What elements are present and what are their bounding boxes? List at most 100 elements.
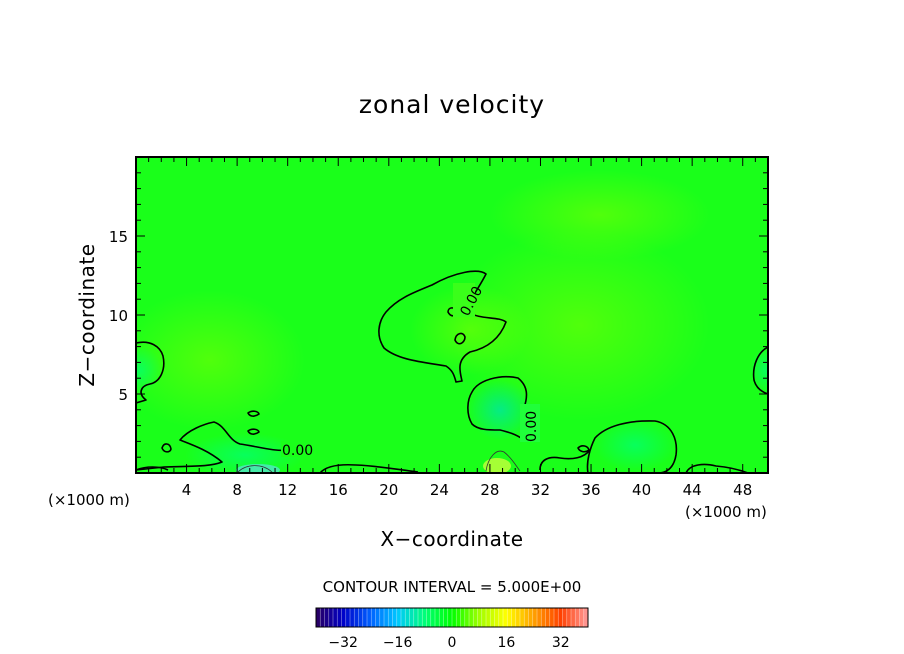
x-unit-right: (×1000 m) [685,503,767,521]
colorbar-cell [316,608,321,627]
contour-label-2-box [453,283,475,317]
colorbar [315,607,589,628]
colorbar-cell [371,608,376,627]
field-max-west [136,290,305,430]
contour-labels: 0.00 0.00 0.00 [281,283,540,459]
colorbar-cell [486,608,491,627]
colorbar-cell [490,608,495,627]
x-tick-label: 20 [379,481,398,499]
contour-label-1-box [281,441,323,457]
field-min-east [595,419,675,471]
y-tick-label: 15 [109,228,128,246]
colorbar-cell [341,608,347,627]
colorbar-cell [405,608,410,627]
colorbar-cell [435,608,440,627]
colorbar-frame [315,607,589,628]
x-tick-label: 28 [480,481,499,499]
colorbar-cell [452,608,457,627]
colorbar-cell [418,608,423,627]
y-axis-ticks: 5 10 15 [109,172,768,458]
colorbar-cell [541,608,546,627]
contour-west-edge [136,341,165,404]
colorbar-tick-label: −16 [383,635,413,651]
colorbar-cell [545,608,551,627]
colorbar-cell [503,608,508,627]
colorbar-cell [537,608,542,627]
colorbar-tick-label: 16 [497,635,515,651]
field-min-surface-cyan [236,464,280,473]
colorbar-cell [520,608,525,627]
colorbar-cell [328,608,334,627]
colorbar-cell [528,608,534,627]
colorbar-cell [379,608,385,627]
colorbar-cell [456,608,461,627]
x-tick-label: 4 [182,481,192,499]
colorbar-cell [464,608,470,627]
y-axis-title: Z−coordinate [75,243,99,386]
x-tick-label: 16 [329,481,348,499]
colorbar-cell [554,608,559,627]
field-min-center [468,380,532,440]
contour-label-1: 0.00 [282,443,313,459]
colorbar-cell [324,608,330,627]
contour-small-loop-3 [161,443,172,453]
colorbar-cell [396,608,402,627]
colorbar-cell [477,608,483,627]
colorbar-cell [558,608,563,627]
contour-label-3-box [520,404,540,442]
colorbar-cell [358,608,364,627]
colorbar-cell [354,608,359,627]
colorbar-tick-label: 32 [552,635,570,651]
colorbar-cell [443,608,449,627]
colorbar-cell [524,608,529,627]
colorbar-cell [532,608,538,627]
contour-surface-east [539,449,591,471]
x-tick-label: 8 [232,481,242,499]
x-tick-label: 44 [683,481,702,499]
colorbar-cell [549,608,555,627]
contour-small-loop-2 [454,332,466,345]
contour-label-3: 0.00 [524,411,540,442]
x-unit-left: (×1000 m) [48,491,130,509]
contour-interval-text: CONTOUR INTERVAL = 5.000E+00 [323,578,582,596]
colorbar-cell [481,608,487,627]
colorbar-cell [575,608,580,627]
contour-east-blob [586,420,678,473]
colorbar-tick-label: 0 [448,635,457,651]
colorbar-tick-labels: −32 −16 0 16 32 [328,635,569,651]
colorbar-cell [426,608,432,627]
contour-small-loop-5 [247,428,260,435]
field-max-center [410,285,530,375]
chart-title: zonal velocity [359,90,545,119]
contour-east-edge [752,346,768,395]
y-tick-label: 10 [109,307,128,325]
contour-surface-thin-2 [237,465,273,473]
x-axis-title: X−coordinate [380,527,523,551]
colorbar-cell [439,608,444,627]
colorbar-cell [515,608,521,627]
colorbar-cell [469,608,474,627]
contour-west-bottom [136,421,291,471]
field-min-east-edge [750,348,768,392]
colorbar-cell [413,608,419,627]
contour-surface-west [136,466,169,471]
colorbar-cell [422,608,427,627]
contour-small-loop-4 [247,410,260,417]
colorbar-cell [494,608,500,627]
colorbar-cell [430,608,436,627]
x-axis-ticks: 4 8 12 16 20 24 28 32 36 40 44 48 [148,157,756,499]
field-min-southwest [185,433,305,473]
plot-area [136,157,768,473]
field-shading [136,170,768,473]
colorbar-cell [401,608,406,627]
colorbar-cell [579,608,585,627]
contour-surface-thin-1 [485,450,521,472]
colorbar-cell [507,608,512,627]
y-tick-label: 5 [118,386,128,404]
colorbar-cell [409,608,415,627]
colorbar-cell [511,608,517,627]
colorbar-cell [571,608,576,627]
colorbar-cell [447,608,453,627]
field-max-upper [490,170,710,260]
